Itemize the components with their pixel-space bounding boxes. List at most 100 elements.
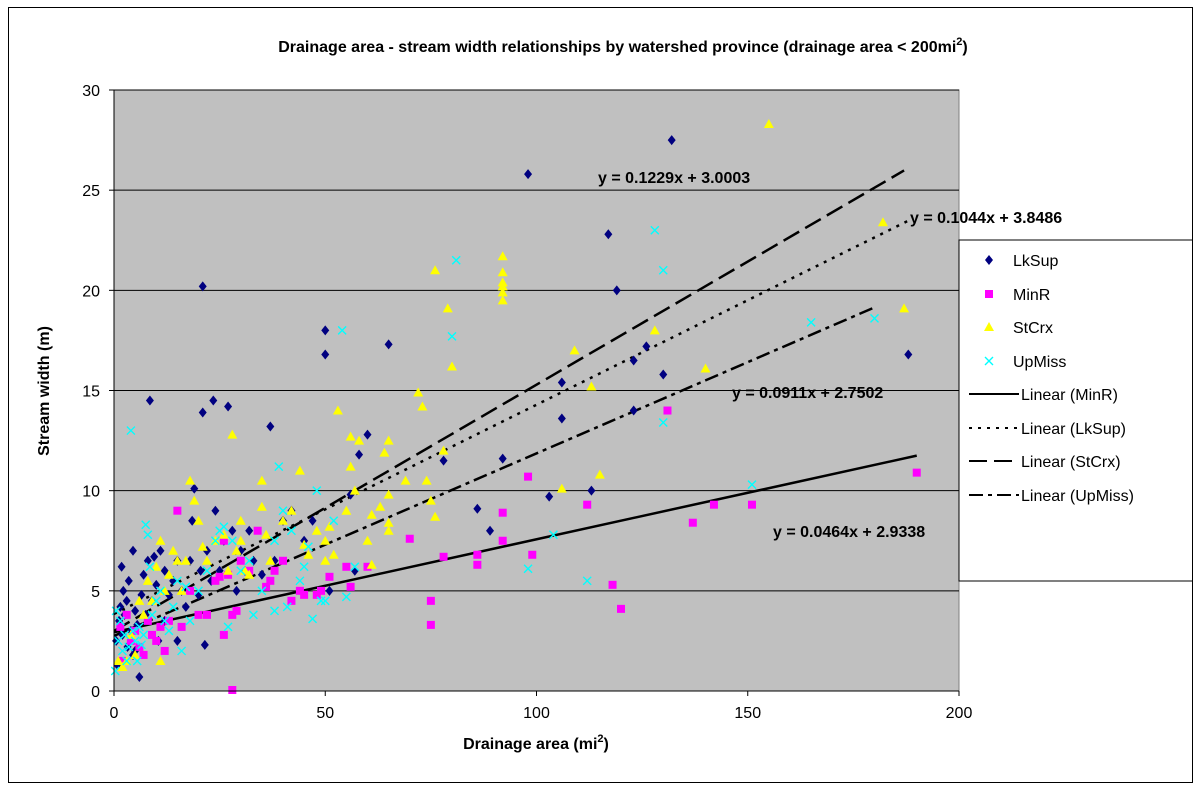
point-stcrx-34: [261, 529, 272, 539]
chart-title: Drainage area - stream width relationshi…: [278, 36, 967, 56]
point-stcrx-13: [163, 569, 174, 579]
point-lksup-38: [190, 483, 199, 494]
point-upmiss-54: [341, 592, 351, 602]
y-tick-label-0: 0: [91, 684, 100, 701]
point-lksup-81: [604, 229, 613, 240]
point-stcrx-52: [362, 535, 373, 545]
point-minr-24: [228, 685, 237, 694]
point-upmiss-42: [278, 506, 288, 516]
point-upmiss-9: [128, 626, 138, 636]
point-stcrx-22: [201, 555, 212, 565]
legend: LkSup MinR StCrx UpMiss Linear (MinR) Linear …: [969, 253, 1134, 505]
point-minr-32: [279, 556, 287, 565]
point-minr-1: [118, 656, 127, 665]
point-lksup-63: [308, 515, 317, 526]
point-upmiss-26: [181, 582, 191, 592]
point-upmiss-30: [210, 536, 220, 546]
point-stcrx-81: [649, 325, 660, 335]
point-upmiss-52: [329, 516, 339, 526]
point-stcrx-64: [421, 475, 432, 485]
point-upmiss-39: [270, 536, 280, 546]
point-stcrx-78: [569, 345, 580, 355]
point-stcrx-51: [354, 435, 365, 445]
y-axis-title: Stream width (m): [36, 326, 53, 456]
point-lksup-41: [198, 281, 207, 292]
point-stcrx-0: [113, 655, 124, 665]
point-stcrx-58: [383, 489, 394, 499]
point-stcrx-53: [366, 509, 377, 519]
point-lksup-88: [904, 349, 913, 360]
equation-label-3: y = 0.0911x + 2.7502: [732, 385, 883, 402]
point-stcrx-18: [185, 475, 196, 485]
y-tick-label-30: 30: [82, 83, 100, 100]
point-minr-49: [498, 536, 507, 545]
scatter-chart: Drainage area - stream width relationshi…: [36, 36, 1192, 753]
point-minr-9: [152, 636, 161, 645]
point-lksup-77: [545, 491, 554, 502]
point-minr-21: [219, 536, 228, 545]
trendline-linear-upmiss: [113, 306, 875, 638]
point-stcrx-26: [227, 429, 238, 439]
point-upmiss-22: [164, 626, 174, 636]
point-minr-54: [617, 604, 625, 613]
point-stcrx-21: [197, 541, 208, 551]
point-upmiss-45: [295, 576, 305, 586]
point-lksup-22: [145, 395, 154, 406]
point-minr-44: [426, 620, 435, 629]
point-minr-3: [126, 636, 135, 645]
point-lksup-17: [135, 671, 144, 682]
point-minr-36: [312, 590, 321, 599]
point-lksup-73: [473, 503, 482, 514]
point-stcrx-55: [375, 501, 386, 511]
point-stcrx-7: [142, 575, 153, 585]
point-minr-46: [473, 560, 482, 569]
point-stcrx-79: [586, 381, 597, 391]
point-stcrx-83: [763, 119, 774, 129]
x-tick-label-200: 200: [946, 705, 973, 722]
point-minr-57: [709, 500, 718, 509]
trendlines: [113, 169, 918, 638]
point-lksup-25: [152, 579, 161, 590]
point-stcrx-68: [438, 445, 449, 455]
point-minr-56: [688, 518, 697, 527]
point-lksup-10: [124, 575, 133, 586]
point-upmiss-44: [286, 526, 296, 536]
point-stcrx-4: [130, 649, 141, 659]
legend-marker-stcrx: [984, 322, 994, 331]
point-stcrx-77: [556, 483, 567, 493]
point-minr-29: [262, 582, 271, 591]
y-tick-label-25: 25: [82, 183, 100, 200]
point-stcrx-37: [286, 505, 297, 515]
x-axis-title: Drainage area (mi2): [463, 733, 609, 753]
point-upmiss-32: [219, 522, 229, 532]
point-upmiss-62: [658, 265, 668, 275]
chart-title-superscript: 2: [956, 36, 962, 48]
point-lksup-87: [667, 135, 676, 146]
point-minr-52: [583, 500, 592, 509]
point-stcrx-9: [151, 561, 162, 571]
point-upmiss-14: [139, 630, 149, 640]
point-upmiss-1: [111, 606, 121, 616]
point-upmiss-37: [248, 610, 258, 620]
point-lksup-75: [498, 453, 507, 464]
point-minr-51: [528, 550, 537, 559]
point-stcrx-44: [324, 521, 335, 531]
point-lksup-71: [384, 339, 393, 350]
y-tick-labels: 0 5 10 15 20 25 30: [82, 83, 114, 701]
point-stcrx-35: [265, 555, 276, 565]
equation-label-2: y = 0.1044x + 3.8486: [910, 210, 1062, 227]
point-minr-23: [228, 610, 237, 619]
point-stcrx-84: [877, 217, 888, 227]
point-lksup-55: [245, 525, 254, 536]
point-minr-34: [295, 586, 304, 595]
point-stcrx-62: [413, 387, 424, 397]
point-minr-19: [215, 572, 224, 581]
point-upmiss-4: [117, 646, 127, 656]
point-stcrx-76: [497, 281, 508, 291]
point-lksup-74: [486, 525, 495, 536]
point-upmiss-28: [194, 586, 203, 596]
point-minr-0: [116, 622, 125, 631]
point-upmiss-58: [523, 564, 533, 574]
point-lksup-32: [173, 635, 182, 646]
point-stcrx-45: [328, 549, 339, 559]
